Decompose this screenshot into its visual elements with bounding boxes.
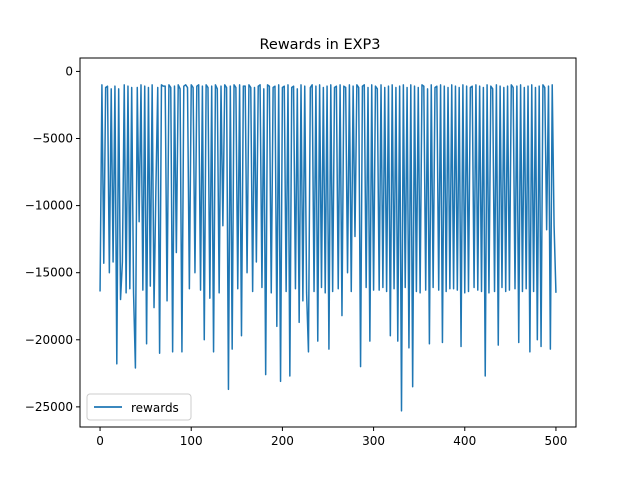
y-tick-label: −10000 bbox=[25, 199, 73, 213]
plot-frame bbox=[79, 57, 577, 428]
series-layer bbox=[99, 84, 557, 412]
x-tick-label: 0 bbox=[96, 434, 104, 448]
axes: 0 100 200 300 400 500 0 −5000 −10000 −15000 −20000… bbox=[25, 64, 568, 448]
y-tick-label: −20000 bbox=[25, 333, 73, 347]
chart-title: Rewards in EXP3 bbox=[259, 37, 380, 53]
series-line-rewards bbox=[99, 84, 557, 412]
legend-label-rewards: rewards bbox=[131, 401, 179, 415]
y-tick-label: −15000 bbox=[25, 266, 73, 280]
y-tick-label: 0 bbox=[65, 64, 73, 78]
y-tick-label: −25000 bbox=[25, 400, 73, 414]
x-tick-label: 500 bbox=[544, 434, 567, 448]
legend-box bbox=[86, 393, 192, 421]
x-tick-label: 200 bbox=[271, 434, 294, 448]
x-tick-label: 400 bbox=[453, 434, 476, 448]
y-tick-label: −5000 bbox=[32, 132, 73, 146]
x-tick-label: 100 bbox=[180, 434, 203, 448]
legend: rewards bbox=[86, 393, 192, 421]
x-tick-label: 300 bbox=[362, 434, 385, 448]
